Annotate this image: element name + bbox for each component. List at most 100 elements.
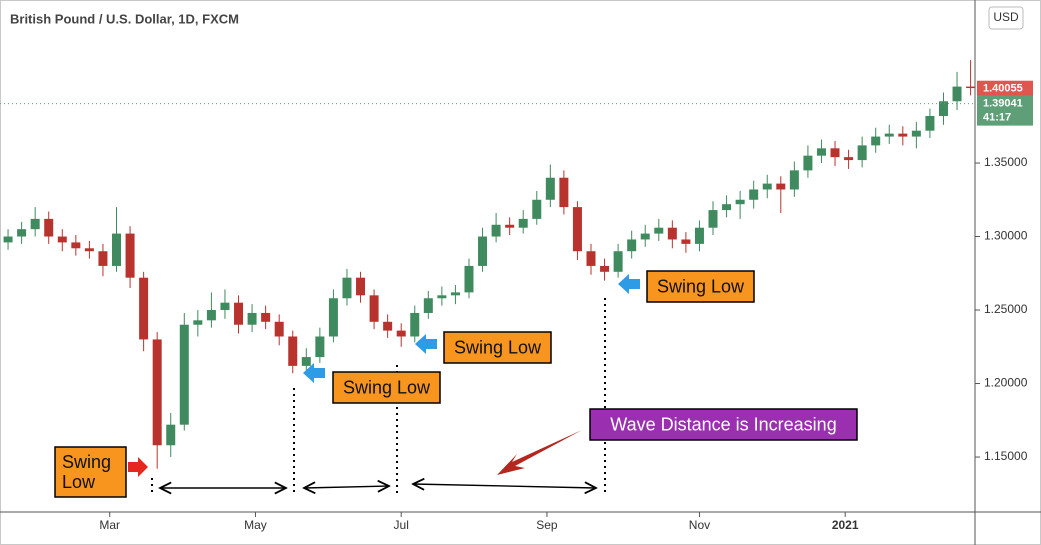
candle-body: [410, 312, 420, 337]
candle-body: [762, 183, 772, 190]
candle-body: [491, 224, 501, 237]
countdown: 41:17: [983, 112, 1011, 124]
candle-body: [559, 177, 569, 208]
candle-body: [667, 227, 677, 240]
candle-body: [125, 233, 135, 278]
price-tag: [977, 95, 1033, 126]
annotation-box: [54, 446, 127, 498]
candle-body: [871, 136, 881, 146]
candle-body: [735, 199, 745, 205]
annotation-text: Low: [62, 472, 96, 492]
candle-body: [694, 227, 704, 244]
annotation-text: Swing: [62, 452, 111, 472]
candle-body: [342, 277, 352, 299]
annotation-text: Swing Low: [657, 276, 745, 296]
candle-body: [179, 324, 189, 425]
annotation-text: Wave Distance is Increasing: [610, 414, 836, 434]
candle-body: [708, 210, 718, 228]
candle-body: [247, 312, 257, 325]
candle-body: [383, 321, 393, 331]
chart-title: British Pound / U.S. Dollar, 1D, FXCM: [10, 11, 239, 26]
candle-body: [600, 265, 610, 272]
candle-body: [952, 86, 962, 102]
candle-body: [261, 312, 271, 322]
candle-body: [532, 199, 542, 219]
annotation-box: [332, 371, 441, 404]
candle-body: [315, 336, 325, 358]
candle-body: [17, 229, 27, 237]
candle-body: [844, 157, 854, 161]
y-tick-label: 1.35000: [984, 155, 1028, 169]
candle-body: [57, 236, 67, 243]
x-tick-label: May: [244, 518, 267, 532]
candle-body: [722, 204, 732, 211]
candle-body: [450, 292, 460, 296]
distance-arrow: [304, 486, 389, 488]
x-tick-label: Mar: [99, 518, 120, 532]
candle-body: [152, 339, 162, 446]
x-tick-label: Sep: [536, 518, 558, 532]
candle-body: [84, 248, 94, 252]
candle-body: [98, 251, 108, 266]
candle-body: [654, 227, 664, 234]
candle-body: [396, 330, 406, 337]
price-tag: [977, 80, 1033, 97]
candle-body: [274, 321, 284, 337]
candle-body: [71, 242, 81, 249]
x-tick-label: Jul: [394, 518, 409, 532]
distance-arrow: [413, 484, 596, 488]
annotation-box: [646, 270, 755, 303]
candle-body: [369, 295, 379, 322]
currency-box: [988, 6, 1024, 30]
x-tick-label: Nov: [689, 518, 710, 532]
candle-body: [288, 336, 298, 366]
candle-body: [966, 86, 976, 89]
candle-body: [478, 236, 488, 266]
blue-arrow: [415, 334, 437, 354]
candle-body: [3, 236, 13, 243]
candle-body: [234, 302, 244, 325]
y-tick-label: 1.25000: [984, 302, 1028, 316]
candle-body: [884, 133, 894, 137]
candle-body: [640, 233, 650, 240]
candle-body: [789, 170, 799, 190]
candle-body: [505, 224, 515, 228]
candle-body: [681, 239, 691, 244]
candle-body: [898, 133, 908, 137]
candle-body: [166, 424, 176, 446]
y-tick-label: 1.30000: [984, 229, 1028, 243]
candle-body: [613, 251, 623, 272]
candle-body: [911, 130, 921, 137]
blue-arrow: [303, 363, 325, 383]
price-tag-label: 1.40055: [983, 83, 1023, 95]
candle-body: [328, 298, 338, 337]
candle-body: [193, 320, 203, 325]
candle-body: [139, 277, 149, 340]
x-tick-label: 2021: [832, 518, 859, 532]
candle-body: [44, 218, 54, 237]
blue-arrow: [618, 274, 640, 294]
y-tick-label: 1.20000: [984, 376, 1028, 390]
candle-body: [545, 177, 555, 200]
candle-body: [749, 189, 759, 200]
candle-body: [925, 115, 935, 131]
price-tag-label: 1.39041: [983, 98, 1023, 110]
candle-body: [437, 295, 447, 299]
annotation-text: Swing Low: [454, 337, 542, 357]
candle-body: [464, 265, 474, 293]
candle-body: [938, 101, 948, 116]
annotation-text: Swing Low: [343, 377, 431, 397]
candle-body: [627, 239, 637, 252]
candle-body: [518, 218, 528, 228]
candle-body: [220, 302, 230, 311]
candle-body: [776, 183, 786, 190]
candle-body: [423, 298, 433, 313]
candle-body: [301, 357, 311, 366]
red-arrow: [128, 457, 148, 477]
candle-body: [816, 148, 826, 156]
candle-body: [112, 233, 122, 266]
candle-body: [30, 218, 40, 230]
candle-body: [830, 148, 840, 158]
